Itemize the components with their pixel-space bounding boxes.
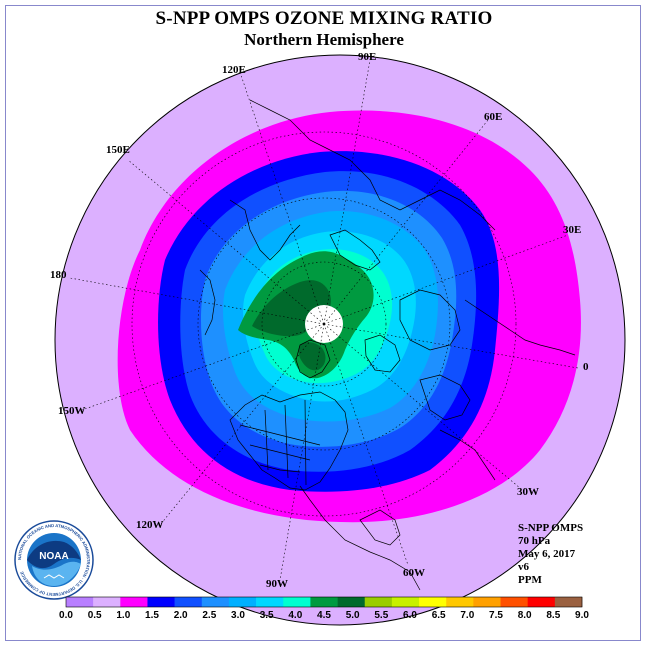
lon-label-30e: 30E [563, 224, 581, 236]
lon-label-120w: 120W [136, 519, 164, 531]
lon-label-0: 0 [583, 361, 589, 373]
graticule [69, 59, 579, 581]
figure-frame [5, 5, 641, 641]
lon-label-60w: 60W [403, 567, 425, 579]
lon-label-90e: 90E [358, 51, 376, 63]
info-version: v6 [518, 561, 529, 573]
globe-border [54, 54, 626, 626]
info-instrument: S-NPP OMPS [518, 522, 584, 534]
lon-label-60e: 60E [484, 111, 502, 123]
lon-label-120e: 120E [222, 64, 246, 76]
ozone-field [55, 55, 625, 625]
lon-label-150e: 150E [106, 144, 130, 156]
band-5.0-5.5b [298, 342, 326, 371]
info-pressure: 70 hPa [518, 535, 551, 547]
noaa-logo: NOAA NATIONAL OCEANIC AND ATMOSPHERIC AD… [14, 520, 94, 600]
lon-label-90w: 90W [266, 578, 288, 590]
product-info: S-NPP OMPS 70 hPa May 6, 2017 v6 PPM [518, 522, 583, 587]
logo-text: NOAA [39, 551, 68, 562]
lon-label-150w: 150W [58, 405, 86, 417]
info-date: May 6, 2017 [518, 548, 576, 560]
info-units: PPM [518, 574, 542, 586]
page-subtitle: Northern Hemisphere [244, 30, 404, 49]
lon-label-180: 180 [50, 269, 67, 281]
coastlines [199, 99, 576, 591]
lon-label-30w: 30W [517, 486, 539, 498]
page-title: S-NPP OMPS OZONE MIXING RATIO [155, 8, 493, 29]
